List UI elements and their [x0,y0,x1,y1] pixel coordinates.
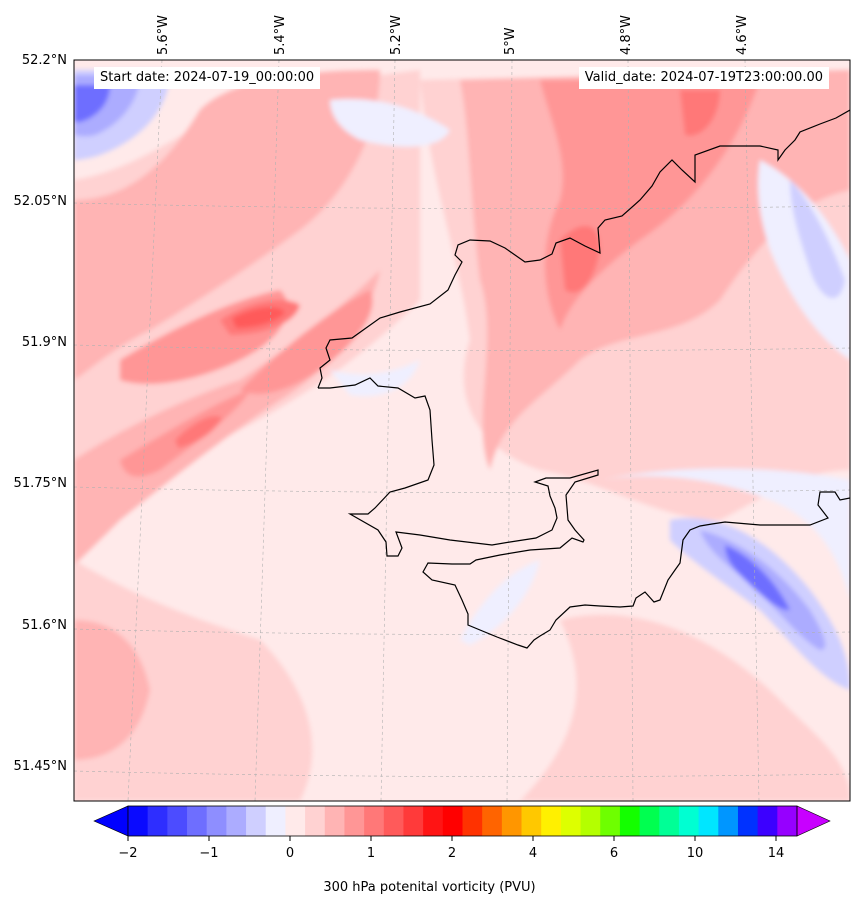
pv-region-midlow-north [460,70,850,470]
gridlines [74,60,850,801]
colorbar-bin [128,806,149,836]
colorbar-bin [462,806,483,836]
pv-region-nearzero-northeast [758,160,850,360]
cb-tick-label-1: −1 [199,846,219,861]
lat-label-51-6: 51.6°N [21,618,67,633]
cb-tick-label-0: −2 [118,846,138,861]
cb-tick-label-7: 10 [686,846,704,861]
colorbar-bin [383,806,404,836]
colorbar-label: 300 hPa potenital vorticity (PVU) [323,880,536,895]
pv-region-nearzero-north [330,99,450,147]
lon-label-4-6w: 4.6°W [735,14,750,55]
lat-label-51-75: 51.75°N [13,476,67,491]
cb-tick-label-3: 1 [366,846,376,861]
lat-label-52-2: 52.2°N [21,53,67,68]
lat-label-52-05: 52.05°N [13,194,67,209]
coastline-bay [318,377,850,649]
colorbar-over-triangle [796,805,831,837]
colorbar-bin [324,806,345,836]
pv-region-high-sw [175,416,222,448]
pv-region-neg-strong-northwest [74,85,110,122]
colorbar-bin [600,806,621,836]
colorbar-ticks [127,836,777,841]
colorbar-under-triangle [93,805,129,837]
pv-region-nearzero-mid [330,360,420,397]
colorbar-bin [442,806,463,836]
colorbar-bin [187,806,208,836]
colorbar-bin [364,806,385,836]
colorbar-bin [265,806,286,836]
colorbar-bin [619,806,640,836]
lon-label-5-6w: 5.6°W [156,14,171,55]
pv-region-low-south [74,560,313,801]
colorbar-bin [777,806,798,836]
lon-label-5w: 5°W [503,27,518,55]
map-frame [73,59,851,802]
colorbar-bin [698,806,719,836]
pv-region-high-north [560,226,600,293]
cb-tick-label-5: 4 [528,846,538,861]
lat-label-51-45: 51.45°N [13,759,67,774]
colorbar-bin [305,806,326,836]
pv-region-nearzero-east [600,468,850,600]
colorbar-bin [285,806,306,836]
lon-label-5-2w: 5.2°W [389,14,404,55]
colorbar-bin [678,806,700,836]
valid-date-label: Valid_date: 2024-07-19T23:00:00.00 [578,67,829,89]
cb-tick-label-2: 0 [285,846,295,861]
lat-label-51-9: 51.9°N [21,335,67,350]
colorbar-bin [403,806,424,836]
colorbar-bin [482,806,503,836]
cb-tick-label-6: 6 [609,846,619,861]
colorbar-bin [147,806,168,836]
colorbar-bin [501,806,522,836]
colorbar-bins [128,806,798,836]
colorbar-bin [560,806,581,836]
colorbar-bin [246,806,267,836]
pv-region-low-southeast [520,614,850,801]
pv-region-mid-coast-band [240,290,373,394]
pv-region-neg-weak-southeast [670,518,850,690]
pv-region-midlow-far-west [74,620,150,760]
colorbar-bin [344,806,365,836]
colorbar-bin [737,806,759,836]
pv-region-nearzero-south [460,560,540,645]
pv-field [74,60,850,801]
pv-region-high-north2 [680,90,720,136]
colorbar-frame [127,805,798,837]
colorbar-bin [757,806,778,836]
colorbar-bin [167,806,188,836]
colorbar-bin [580,806,601,836]
pv-region-midlow-west [74,70,380,380]
colorbar-bin [659,806,680,836]
pv-region-higher-west [232,307,285,328]
colorbar-bin [718,806,739,836]
colorbar-bin [541,806,562,836]
cb-tick-label-8: 14 [767,846,785,861]
lon-label-4-8w: 4.8°W [619,14,634,55]
start-date-label: Start date: 2024-07-19_00:00:00 [94,67,321,89]
colorbar-bin [639,806,660,836]
colorbar-bin [206,806,227,836]
colorbar-bin [423,806,444,836]
coastline-north [317,109,850,389]
colorbar-bin [521,806,542,836]
lon-label-5-4w: 5.4°W [273,14,288,55]
pv-region-neg-weak-northeast [790,180,845,299]
cb-tick-label-4: 2 [447,846,457,861]
colorbar [93,805,831,841]
pv-region-neg-strong-southeast [725,545,790,611]
coastline [317,109,850,649]
colorbar-bin [226,806,247,836]
